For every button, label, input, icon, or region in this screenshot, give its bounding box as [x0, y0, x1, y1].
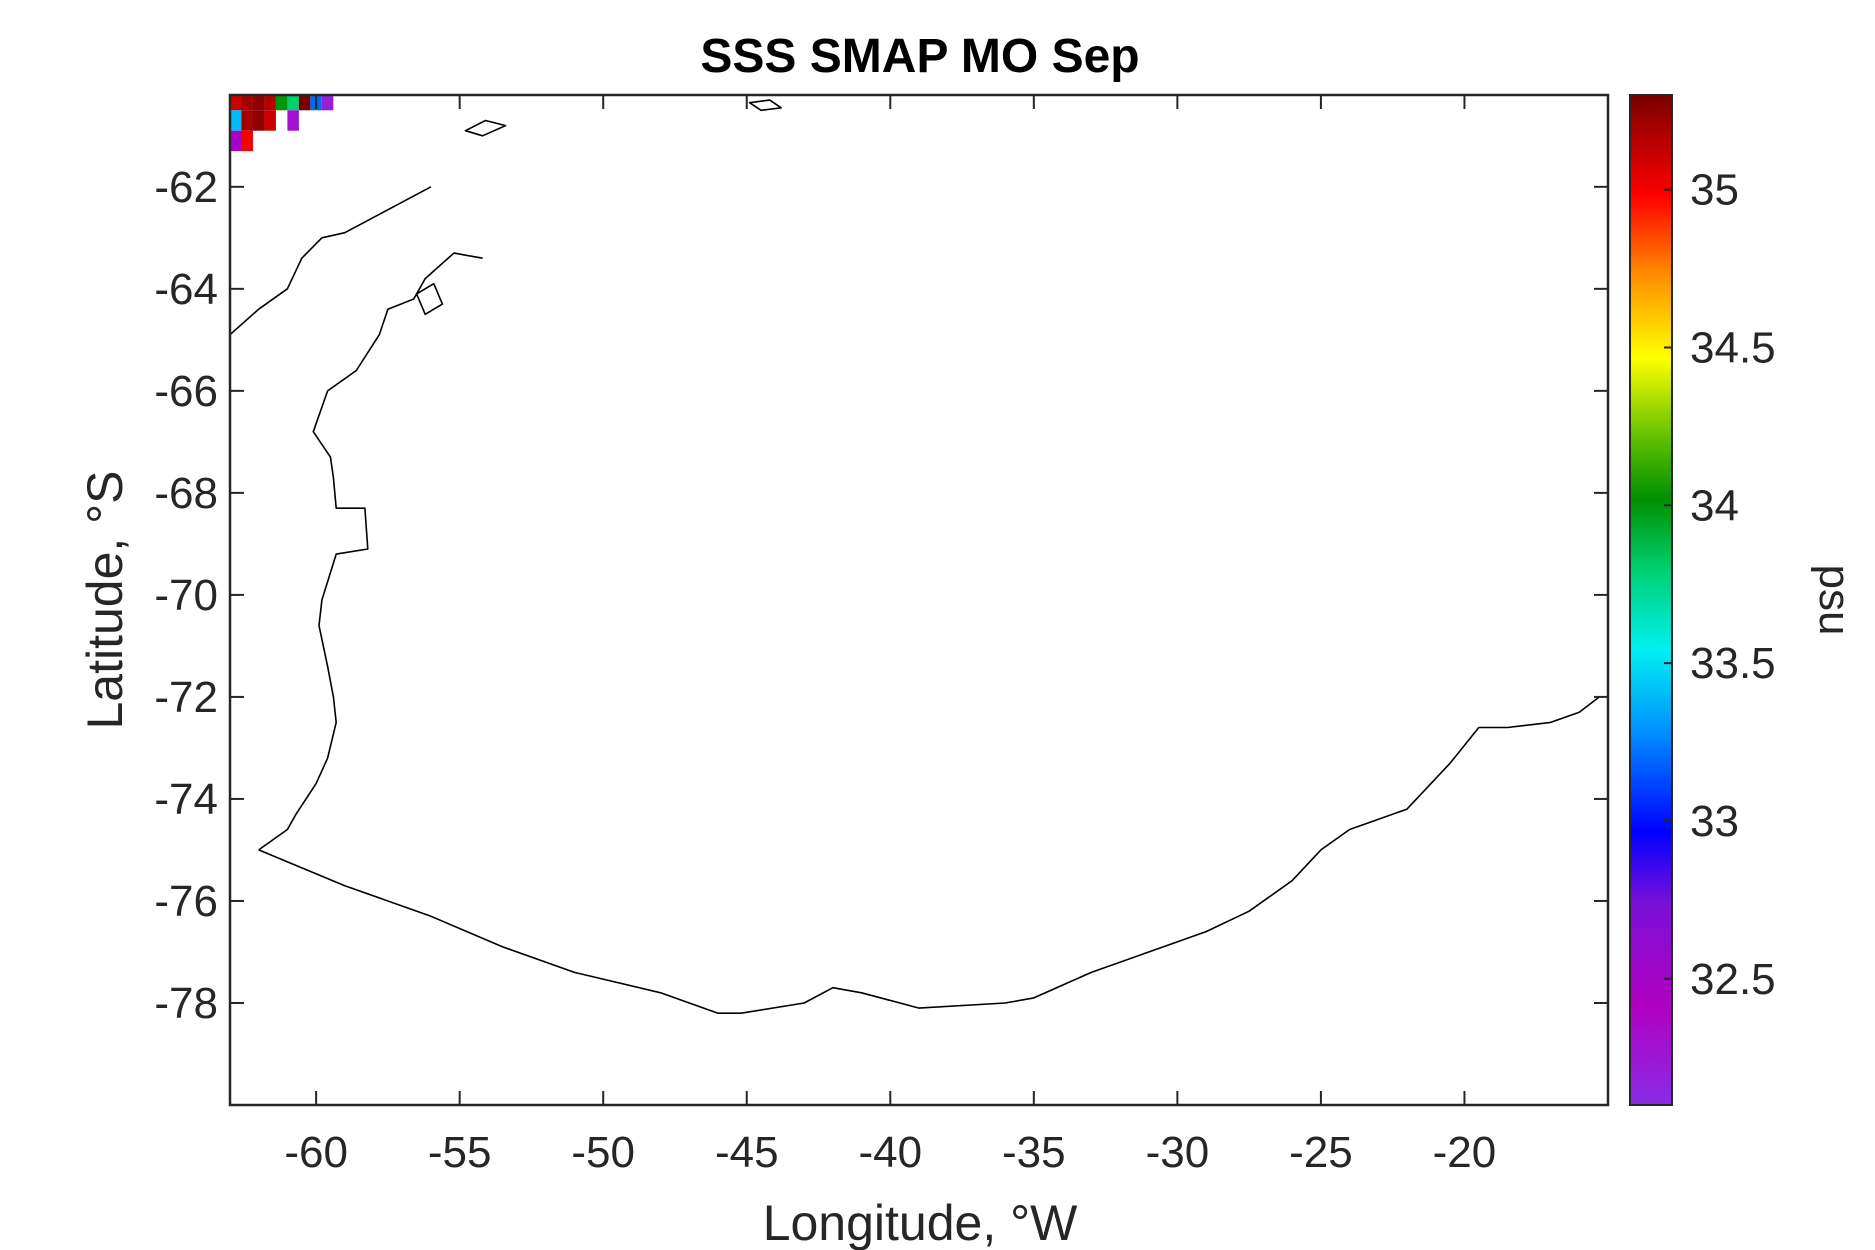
peninsula-coastline: [258, 252, 483, 851]
coastline: [258, 696, 1600, 1014]
coastline-layer: [229, 99, 1600, 1014]
island-outline: [415, 282, 444, 316]
y-tick-label: -72: [154, 673, 218, 722]
salinity-cell: [252, 110, 265, 131]
y-tick-label: -74: [154, 775, 218, 824]
x-tick-label: -50: [571, 1128, 635, 1177]
salinity-cell: [241, 110, 253, 131]
salinity-cell: [275, 95, 288, 111]
y-tick-label: -76: [154, 877, 218, 926]
salinity-cell: [230, 95, 242, 111]
y-axis: -62 -64 -66 -68 -70 -72 -74 -76 -78: [154, 163, 1608, 1028]
x-axis-label: Longitude, °W: [763, 1195, 1078, 1250]
salinity-cell: [264, 95, 276, 111]
x-tick-label: -60: [284, 1128, 348, 1177]
salinity-cell: [230, 110, 242, 131]
colorbar-tick-label: 35: [1690, 166, 1739, 215]
salinity-cell: [298, 95, 311, 111]
colorbar-gradient: [1629, 94, 1673, 1106]
y-tick-label: -78: [154, 979, 218, 1028]
x-tick-label: -35: [1002, 1128, 1066, 1177]
salinity-cell: [287, 95, 299, 111]
colorbar-label: psu: [1810, 565, 1859, 636]
x-tick-label: -55: [428, 1128, 492, 1177]
salinity-cell: [241, 130, 253, 152]
y-tick-label: -70: [154, 571, 218, 620]
salinity-cell: [252, 95, 265, 111]
y-tick-label: -66: [154, 367, 218, 416]
salinity-cell: [264, 110, 276, 131]
colorbar: 32.5 33 33.5 34 34.5 35 psu: [1629, 94, 1859, 1106]
x-axis: -60 -55 -50 -45 -40 -35 -30 -25 -20: [284, 95, 1496, 1177]
y-tick-label: -68: [154, 469, 218, 518]
x-tick-label: -30: [1146, 1128, 1210, 1177]
plot-frame: [228, 93, 1610, 1107]
plot-background: [230, 95, 1608, 1105]
x-tick-label: -25: [1289, 1128, 1353, 1177]
colorbar-tick-label: 33.5: [1690, 639, 1776, 688]
island-outline: [464, 119, 507, 137]
island-outline: [748, 99, 782, 112]
y-tick-label: -64: [154, 265, 218, 314]
colorbar-tick-label: 34.5: [1690, 324, 1776, 373]
colorbar-ticks: 32.5 33 33.5 34 34.5 35: [1664, 166, 1776, 1004]
colorbar-tick-label: 32.5: [1690, 955, 1776, 1004]
colorbar-tick-label: 34: [1690, 481, 1739, 530]
chart-title: SSS SMAP MO Sep: [700, 30, 1139, 83]
y-tick-label: -62: [154, 163, 218, 212]
salinity-cell: [230, 130, 242, 152]
y-axis-label: Latitude, °S: [77, 470, 133, 729]
x-tick-label: -40: [858, 1128, 922, 1177]
plot-area: [228, 93, 1610, 1107]
x-tick-label: -20: [1433, 1128, 1497, 1177]
x-tick-label: -45: [715, 1128, 779, 1177]
salinity-cell: [321, 95, 334, 111]
salinity-cell: [241, 95, 253, 111]
peninsula-coastline-west: [229, 186, 432, 336]
salinity-cell: [287, 110, 299, 131]
colorbar-tick-label: 33: [1690, 797, 1739, 846]
